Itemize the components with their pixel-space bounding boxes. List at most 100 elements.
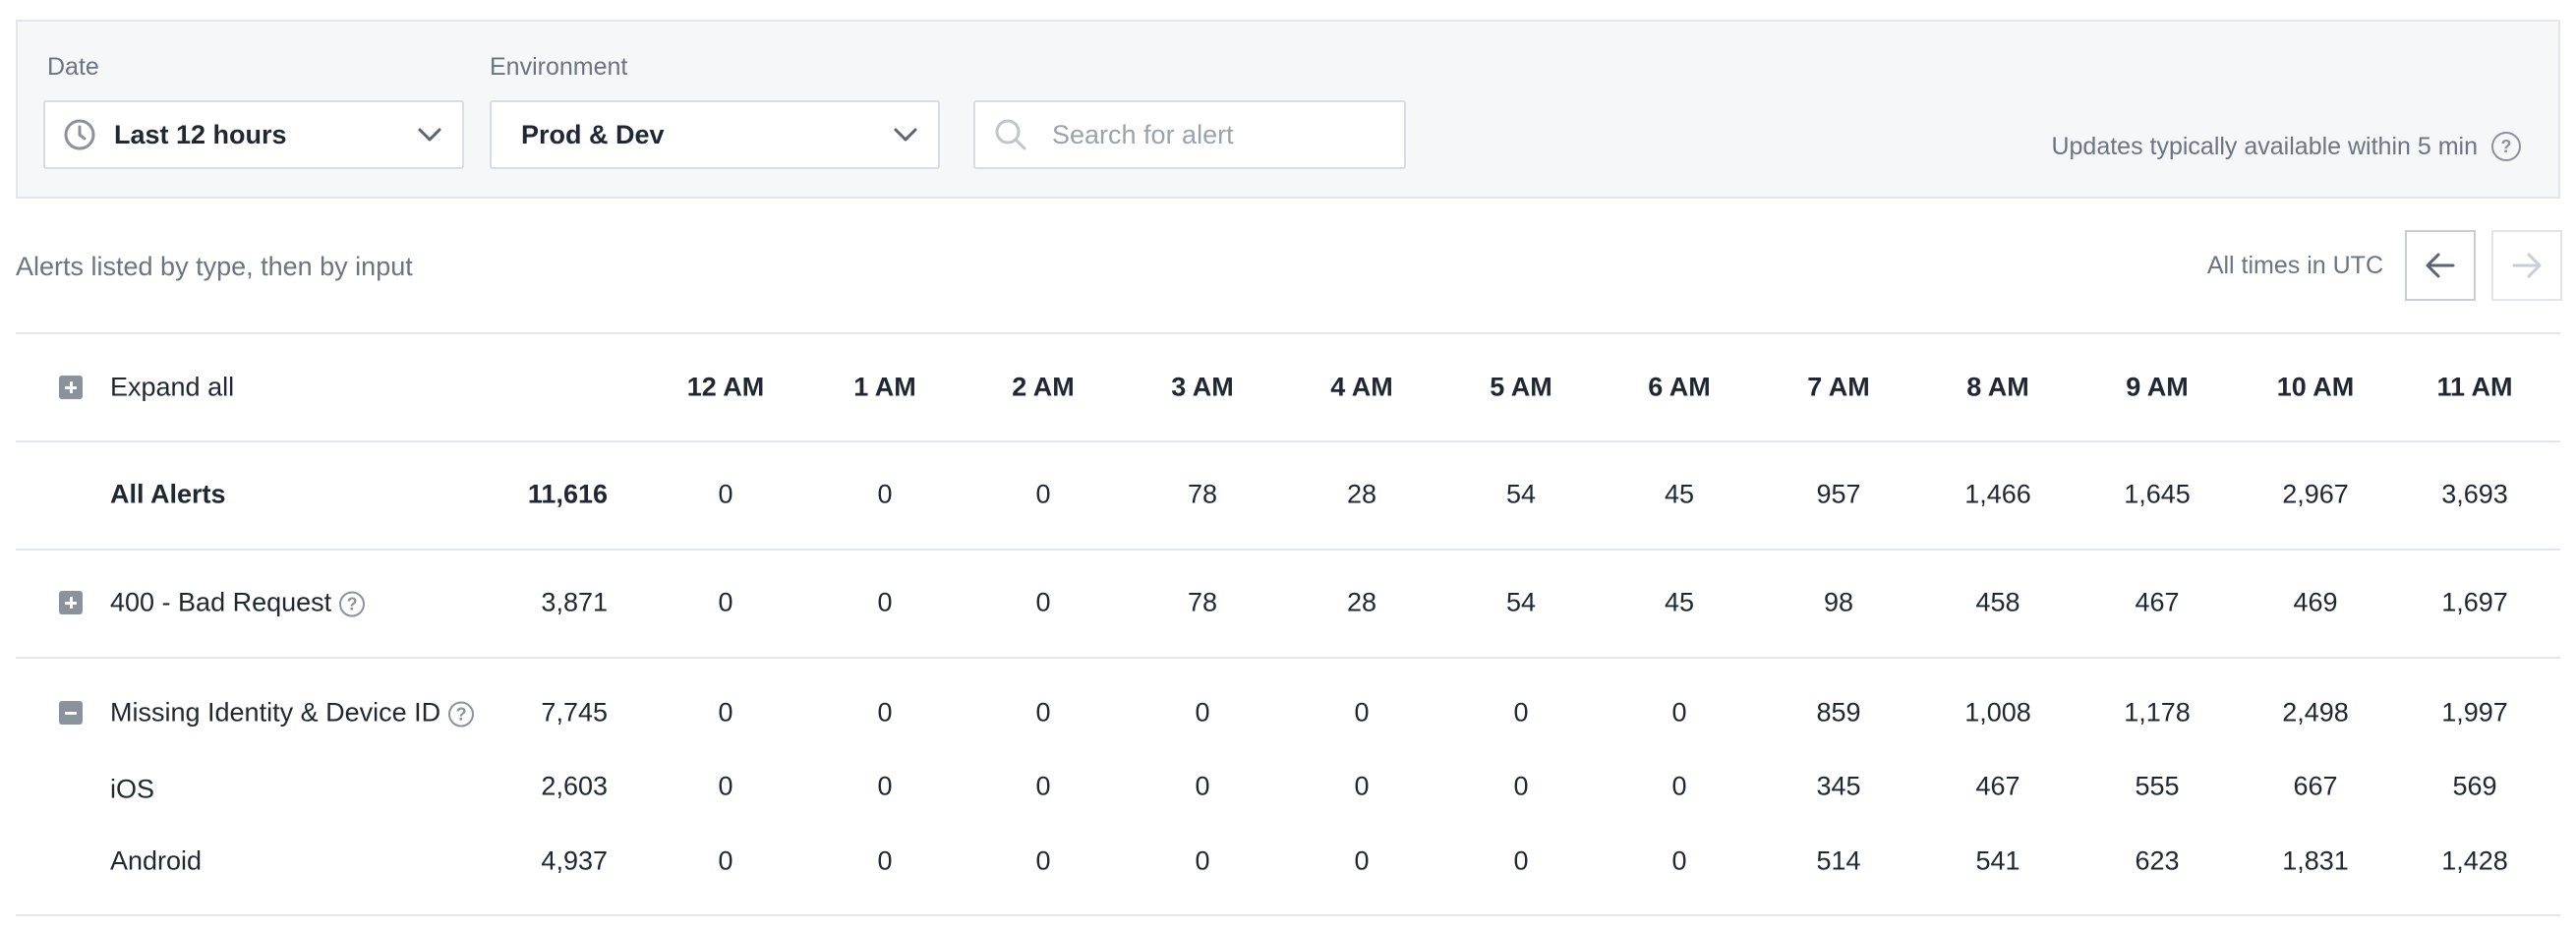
table-subtitle: Alerts listed by type, then by input bbox=[16, 252, 413, 281]
table-cell: 1,997 bbox=[2441, 697, 2508, 728]
date-label: Date bbox=[47, 53, 99, 81]
table-cell: 469 bbox=[2293, 587, 2338, 617]
table-cell: 0 bbox=[1035, 771, 1051, 801]
table-cell: 0 bbox=[718, 479, 733, 509]
hour-column-header: 2 AM bbox=[1012, 372, 1075, 402]
table-cell: 0 bbox=[718, 845, 733, 876]
bad-request-label: 400 - Bad Request bbox=[110, 587, 332, 617]
table-cell: 957 bbox=[1816, 479, 1861, 509]
search-input[interactable]: Search for alert bbox=[973, 100, 1406, 169]
table-top-divider bbox=[16, 332, 2560, 334]
collapse-row-icon[interactable] bbox=[59, 701, 83, 725]
table-cell: 1,466 bbox=[1964, 479, 2031, 509]
android-total: 4,937 bbox=[541, 845, 608, 876]
table-cell: 45 bbox=[1664, 587, 1695, 617]
table-cell: 0 bbox=[1671, 845, 1687, 876]
table-cell: 0 bbox=[1035, 587, 1051, 617]
table-cell: 0 bbox=[1035, 697, 1051, 728]
search-placeholder: Search for alert bbox=[1052, 119, 1234, 149]
table-cell: 0 bbox=[718, 697, 733, 728]
table-cell: 0 bbox=[1035, 479, 1051, 509]
table-cell: 2,498 bbox=[2282, 697, 2349, 728]
timezone-note: All times in UTC bbox=[2206, 252, 2383, 279]
table-cell: 859 bbox=[1816, 697, 1861, 728]
input-label-ios: iOS bbox=[110, 774, 155, 804]
table-cell: 1,831 bbox=[2282, 845, 2349, 876]
expand-all-label[interactable]: Expand all bbox=[110, 372, 235, 402]
chevron-down-icon bbox=[417, 124, 442, 150]
hour-column-header: 9 AM bbox=[2126, 372, 2189, 402]
input-label-android: Android bbox=[110, 845, 203, 876]
alert-type-label: Missing Identity & Device ID? bbox=[110, 698, 475, 728]
hour-column-header: 5 AM bbox=[1490, 372, 1552, 402]
table-cell: 0 bbox=[877, 771, 893, 801]
alert-type-label: 400 - Bad Request? bbox=[110, 587, 366, 618]
all-alerts-label: All Alerts bbox=[110, 479, 226, 509]
table-cell: 78 bbox=[1187, 587, 1218, 617]
missing-identity-total: 7,745 bbox=[541, 697, 608, 728]
table-cell: 78 bbox=[1187, 479, 1218, 509]
table-cell: 623 bbox=[2135, 845, 2180, 876]
table-cell: 0 bbox=[1195, 697, 1210, 728]
table-cell: 0 bbox=[1671, 697, 1687, 728]
table-cell: 0 bbox=[877, 587, 893, 617]
previous-page-button[interactable] bbox=[2405, 230, 2476, 301]
table-cell: 514 bbox=[1816, 845, 1861, 876]
expand-all-icon[interactable] bbox=[59, 376, 83, 399]
table-cell: 0 bbox=[1195, 771, 1210, 801]
hour-column-header: 6 AM bbox=[1648, 372, 1711, 402]
updates-text: Updates typically available within 5 min bbox=[2051, 132, 2478, 160]
table-cell: 54 bbox=[1505, 587, 1537, 617]
environment-value: Prod & Dev bbox=[521, 119, 665, 149]
table-cell: 467 bbox=[2135, 587, 2180, 617]
clock-icon bbox=[63, 118, 96, 151]
table-cell: 1,645 bbox=[2124, 479, 2191, 509]
table-cell: 45 bbox=[1664, 479, 1695, 509]
expand-row-icon[interactable] bbox=[59, 591, 83, 614]
table-cell: 0 bbox=[877, 845, 893, 876]
all-alerts-total: 11,616 bbox=[527, 479, 608, 509]
row-divider bbox=[16, 657, 2560, 659]
table-cell: 0 bbox=[1354, 771, 1370, 801]
table-cell: 2,967 bbox=[2282, 479, 2349, 509]
updates-note: Updates typically available within 5 min… bbox=[2051, 132, 2521, 161]
table-cell: 0 bbox=[877, 697, 893, 728]
table-cell: 1,008 bbox=[1964, 697, 2031, 728]
table-cell: 0 bbox=[1354, 845, 1370, 876]
help-icon[interactable]: ? bbox=[448, 701, 475, 728]
hour-column-header: 11 AM bbox=[2436, 372, 2513, 402]
table-cell: 0 bbox=[877, 479, 893, 509]
date-dropdown[interactable]: Last 12 hours bbox=[43, 100, 464, 169]
table-cell: 0 bbox=[1513, 771, 1529, 801]
next-page-button[interactable] bbox=[2491, 230, 2562, 301]
environment-label: Environment bbox=[490, 53, 628, 81]
row-divider bbox=[16, 440, 2560, 442]
arrow-right-icon bbox=[2510, 251, 2544, 280]
table-cell: 0 bbox=[1513, 845, 1529, 876]
table-cell: 467 bbox=[1975, 771, 2020, 801]
filter-bar: Date Last 12 hours Environment Prod & De… bbox=[16, 20, 2560, 199]
table-cell: 667 bbox=[2293, 771, 2338, 801]
hour-column-header: 3 AM bbox=[1171, 372, 1234, 402]
table-cell: 3,693 bbox=[2441, 479, 2508, 509]
table-cell: 458 bbox=[1975, 587, 2020, 617]
search-icon bbox=[993, 117, 1028, 152]
table-cell: 28 bbox=[1346, 587, 1377, 617]
table-cell: 555 bbox=[2135, 771, 2180, 801]
row-divider bbox=[16, 914, 2560, 916]
table-cell: 0 bbox=[718, 771, 733, 801]
hour-column-header: 7 AM bbox=[1807, 372, 1870, 402]
table-cell: 0 bbox=[1195, 845, 1210, 876]
table-cell: 0 bbox=[718, 587, 733, 617]
environment-dropdown[interactable]: Prod & Dev bbox=[490, 100, 940, 169]
table-cell: 569 bbox=[2452, 771, 2497, 801]
hour-column-header: 8 AM bbox=[1966, 372, 2029, 402]
hour-column-header: 10 AM bbox=[2276, 372, 2355, 402]
date-value: Last 12 hours bbox=[114, 119, 287, 149]
table-cell: 345 bbox=[1816, 771, 1861, 801]
help-icon[interactable]: ? bbox=[2491, 132, 2521, 161]
table-cell: 98 bbox=[1823, 587, 1854, 617]
table-cell: 1,697 bbox=[2441, 587, 2508, 617]
help-icon[interactable]: ? bbox=[339, 591, 366, 617]
table-cell: 0 bbox=[1671, 771, 1687, 801]
